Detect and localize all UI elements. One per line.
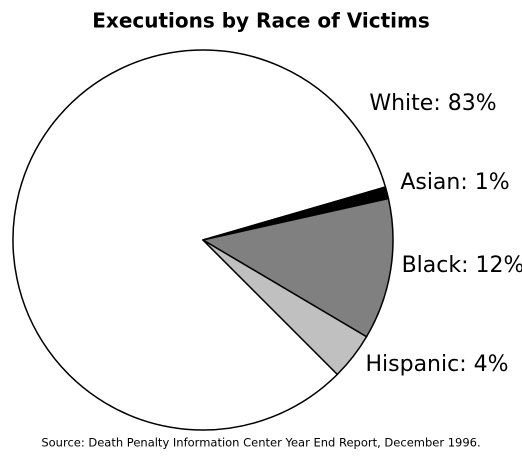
slice-label: White: 83% (369, 91, 496, 116)
pie-slice (12, 49, 387, 431)
slice-label: Hispanic: 4% (365, 352, 508, 377)
slice-label: Black: 12% (402, 253, 522, 278)
slice-label: Asian: 1% (400, 170, 509, 195)
chart-title: Executions by Race of Victims (92, 9, 429, 33)
pie-slice (202, 239, 368, 376)
source-note: Source: Death Penalty Information Center… (41, 436, 480, 450)
pie-slice (202, 197, 394, 338)
pie (12, 49, 394, 431)
